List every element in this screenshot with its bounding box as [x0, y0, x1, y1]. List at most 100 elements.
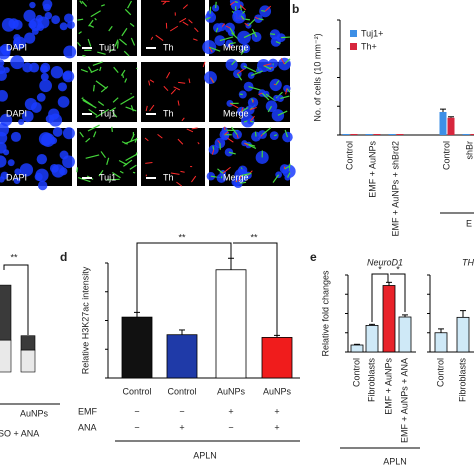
neurite	[130, 133, 135, 143]
neurite	[170, 88, 177, 95]
group-label: APLN	[193, 450, 217, 460]
neurite	[182, 4, 188, 10]
neurite	[210, 77, 214, 84]
bar	[382, 285, 396, 353]
neurite	[251, 70, 263, 76]
neurite	[234, 1, 238, 3]
neurite	[222, 166, 231, 174]
condition-name: ANA	[78, 422, 97, 432]
neurite	[149, 104, 155, 112]
significance-bracket	[3, 264, 29, 335]
neurite	[272, 174, 280, 183]
significance-bracket	[136, 242, 232, 312]
bar	[470, 134, 474, 135]
nucleus	[64, 13, 74, 23]
neurite	[145, 105, 148, 112]
micrograph-label: Merge	[223, 108, 249, 118]
neurite	[157, 133, 163, 139]
x-tick-label: shBr	[464, 141, 474, 160]
neurite	[129, 164, 137, 170]
legend-swatch	[350, 43, 357, 50]
neurite	[275, 80, 280, 86]
neurite	[97, 101, 105, 107]
bar	[447, 117, 455, 135]
neurite	[88, 19, 94, 27]
neurite	[286, 88, 291, 93]
neurite	[92, 131, 97, 138]
bar-segment	[20, 349, 36, 373]
legend-label: Th+	[361, 41, 377, 51]
neurite	[269, 33, 276, 35]
neurite	[178, 81, 186, 84]
neurite	[106, 157, 110, 165]
neurite	[254, 16, 259, 20]
neurite	[80, 68, 88, 73]
neurite	[90, 10, 101, 18]
neurite	[97, 51, 106, 55]
neurite	[238, 175, 242, 182]
bar	[166, 334, 198, 379]
neurite	[79, 0, 83, 5]
neurite	[112, 171, 121, 179]
neurite	[284, 165, 291, 170]
neurite	[124, 8, 132, 16]
nucleus	[0, 90, 8, 102]
neurite	[280, 95, 290, 100]
neurite	[267, 105, 273, 113]
neurite	[112, 112, 118, 118]
nucleus	[0, 65, 6, 75]
micrograph	[141, 128, 205, 186]
x-tick-label: EMF + AuNPs	[367, 141, 377, 198]
neurite	[99, 66, 102, 72]
bar	[388, 134, 396, 135]
nucleus	[1, 47, 10, 56]
neurite	[225, 25, 231, 29]
nucleus	[59, 150, 69, 160]
nucleus	[0, 155, 7, 168]
nucleus	[22, 110, 34, 123]
bar	[215, 269, 247, 379]
neurite	[285, 88, 288, 95]
neurite	[180, 170, 185, 173]
bar	[462, 134, 470, 135]
neurite	[162, 1, 167, 5]
neurite	[135, 152, 138, 156]
nucleus	[0, 113, 13, 127]
significance: *	[396, 264, 400, 274]
bar	[365, 134, 373, 135]
nucleus	[63, 45, 77, 59]
significance-bracket	[233, 242, 278, 336]
micrograph	[77, 0, 137, 56]
x-tick-label: Control	[435, 358, 445, 387]
neurite	[149, 79, 155, 83]
neurite	[163, 85, 169, 92]
neurite	[173, 86, 181, 91]
nucleus	[48, 113, 63, 127]
bar	[373, 134, 381, 135]
neurite	[264, 5, 272, 12]
bar	[456, 316, 470, 353]
nucleus	[67, 21, 75, 29]
neurite	[249, 106, 257, 111]
nucleus	[24, 32, 36, 44]
neurite	[169, 25, 179, 32]
neurite	[108, 25, 113, 32]
condition-sign: −	[134, 422, 139, 432]
neurite	[116, 41, 119, 49]
x-tick-label: EMF + AuNPs	[383, 358, 393, 415]
nucleus	[59, 22, 68, 31]
nucleus	[7, 159, 15, 167]
neurite	[94, 17, 97, 21]
neurite	[209, 6, 212, 14]
nucleus	[57, 96, 70, 108]
significance-bracket	[390, 273, 406, 312]
nucleus	[29, 1, 36, 9]
neurite	[87, 124, 100, 132]
legend-swatch	[350, 30, 357, 37]
neurite	[85, 137, 91, 143]
nucleus	[36, 153, 48, 165]
nucleus	[28, 20, 37, 29]
micrograph-label: Tuj1	[99, 42, 116, 52]
y-axis-label: Relative H3K27ac intensity	[80, 266, 90, 374]
